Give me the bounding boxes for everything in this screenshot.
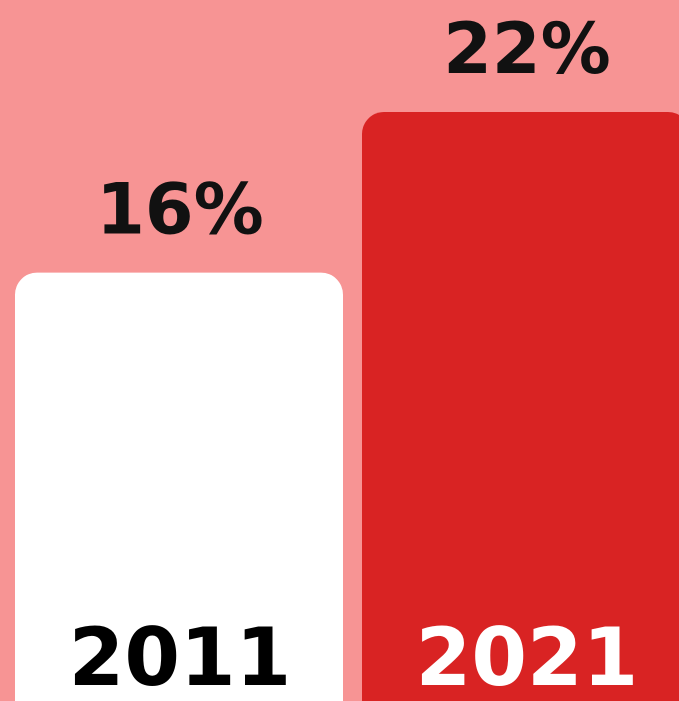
value-label: 22% (443, 8, 611, 90)
value-label: 16% (96, 169, 264, 251)
category-label: 2011 (69, 611, 292, 701)
bar (15, 272, 343, 701)
bar (362, 112, 679, 701)
category-label: 2021 (416, 611, 639, 701)
